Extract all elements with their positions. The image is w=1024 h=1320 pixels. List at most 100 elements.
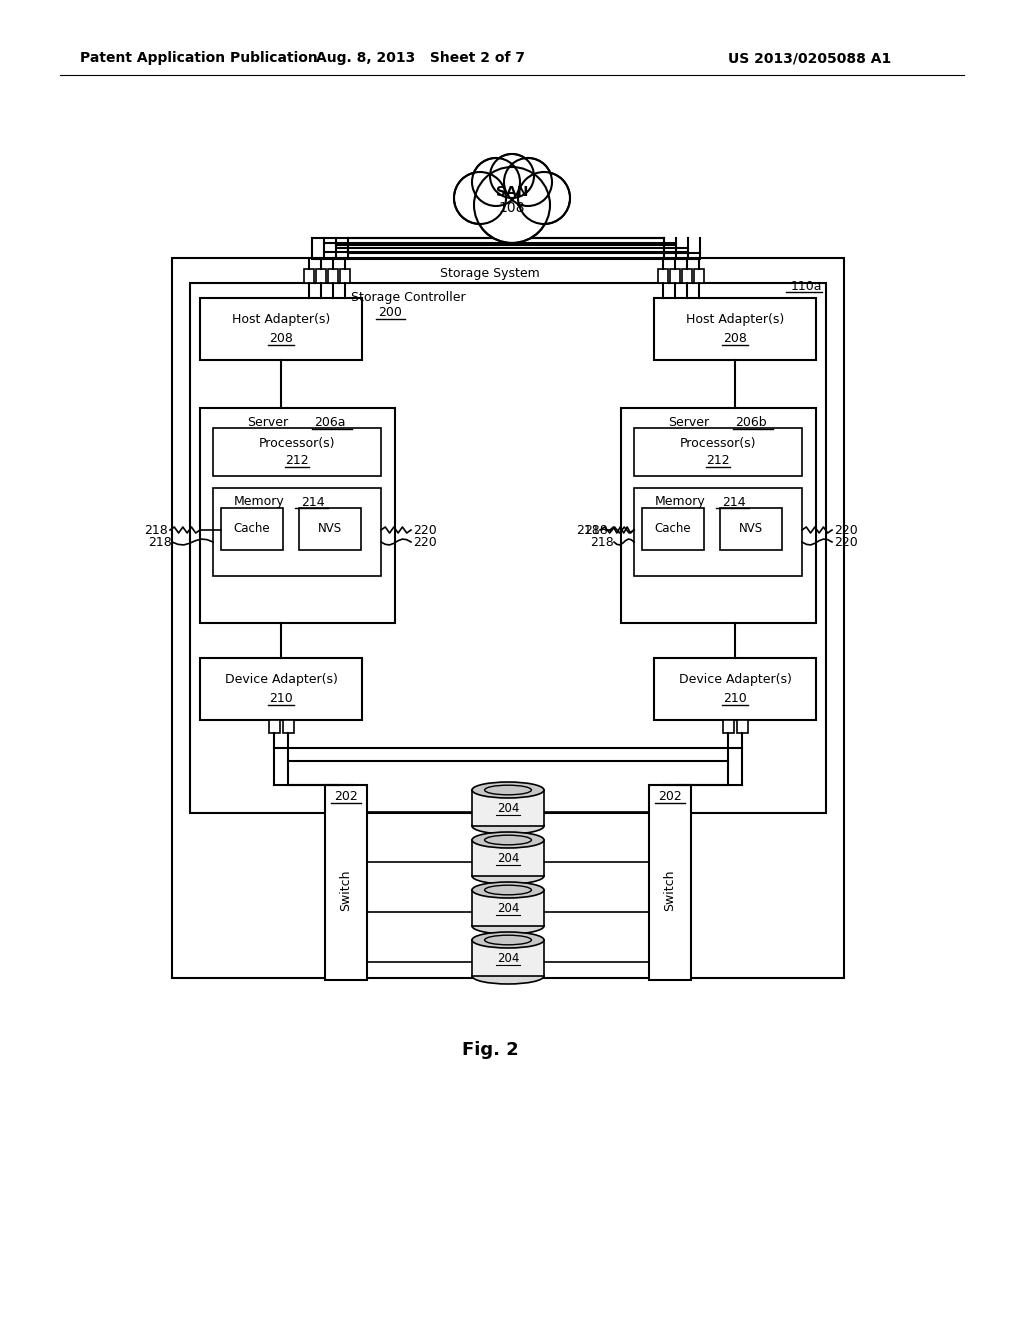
Text: 212: 212 [707, 454, 730, 467]
Text: 212: 212 [286, 454, 309, 467]
Text: Server: Server [669, 417, 710, 429]
Text: Switch: Switch [664, 870, 677, 911]
Ellipse shape [472, 932, 544, 948]
Text: 210: 210 [723, 692, 746, 705]
FancyBboxPatch shape [283, 719, 294, 733]
FancyBboxPatch shape [649, 785, 691, 979]
Text: 220: 220 [834, 524, 858, 536]
Text: 208: 208 [723, 331, 746, 345]
FancyBboxPatch shape [304, 269, 314, 282]
Text: 206b: 206b [735, 417, 767, 429]
FancyBboxPatch shape [472, 940, 544, 975]
FancyBboxPatch shape [200, 298, 362, 360]
FancyBboxPatch shape [723, 719, 734, 733]
Text: 108: 108 [499, 201, 525, 215]
Text: 218: 218 [144, 524, 168, 536]
Text: Host Adapter(s): Host Adapter(s) [231, 314, 330, 326]
Text: 218: 218 [148, 536, 172, 549]
Text: Cache: Cache [654, 523, 691, 536]
Ellipse shape [472, 818, 544, 834]
Text: 220: 220 [834, 536, 858, 549]
FancyBboxPatch shape [325, 785, 367, 979]
Ellipse shape [472, 968, 544, 983]
Text: Storage System: Storage System [440, 267, 540, 280]
FancyBboxPatch shape [200, 408, 395, 623]
FancyBboxPatch shape [682, 269, 692, 282]
FancyBboxPatch shape [213, 428, 381, 477]
Text: 210: 210 [269, 692, 293, 705]
Text: US 2013/0205088 A1: US 2013/0205088 A1 [728, 51, 892, 65]
Text: NVS: NVS [317, 523, 342, 536]
FancyBboxPatch shape [658, 269, 668, 282]
FancyBboxPatch shape [621, 408, 816, 623]
Text: Memory: Memory [654, 495, 706, 508]
FancyBboxPatch shape [694, 269, 705, 282]
FancyBboxPatch shape [654, 657, 816, 719]
Text: 220: 220 [413, 536, 437, 549]
FancyBboxPatch shape [221, 508, 283, 550]
Circle shape [472, 158, 520, 206]
Text: 218: 218 [585, 524, 608, 536]
FancyBboxPatch shape [213, 488, 381, 576]
FancyBboxPatch shape [670, 269, 680, 282]
Text: 214: 214 [722, 495, 745, 508]
Circle shape [518, 172, 570, 224]
FancyBboxPatch shape [172, 257, 844, 978]
Ellipse shape [472, 832, 544, 847]
FancyBboxPatch shape [472, 890, 544, 927]
FancyBboxPatch shape [299, 508, 361, 550]
Circle shape [474, 168, 550, 243]
Text: SAN: SAN [496, 185, 528, 199]
Text: Memory: Memory [233, 495, 285, 508]
FancyBboxPatch shape [654, 298, 816, 360]
Text: Switch: Switch [340, 870, 352, 911]
FancyBboxPatch shape [190, 282, 826, 813]
FancyBboxPatch shape [316, 269, 326, 282]
Circle shape [519, 173, 568, 223]
Text: 220: 220 [413, 524, 437, 536]
FancyBboxPatch shape [634, 428, 802, 477]
Ellipse shape [472, 781, 544, 799]
Circle shape [456, 173, 505, 223]
Text: 204: 204 [497, 902, 519, 915]
Text: Processor(s): Processor(s) [680, 437, 757, 450]
Text: 214: 214 [301, 495, 325, 508]
Text: 208: 208 [269, 331, 293, 345]
Text: Device Adapter(s): Device Adapter(s) [224, 673, 338, 686]
Text: Processor(s): Processor(s) [259, 437, 335, 450]
Text: 218: 218 [590, 536, 614, 549]
Text: NVS: NVS [739, 523, 763, 536]
Circle shape [504, 158, 552, 206]
Text: 204: 204 [497, 801, 519, 814]
FancyBboxPatch shape [472, 840, 544, 876]
Text: 206a: 206a [314, 417, 346, 429]
Ellipse shape [472, 917, 544, 935]
Text: Aug. 8, 2013   Sheet 2 of 7: Aug. 8, 2013 Sheet 2 of 7 [315, 51, 524, 65]
Text: Server: Server [248, 417, 289, 429]
Circle shape [476, 169, 548, 242]
Circle shape [492, 154, 532, 197]
FancyBboxPatch shape [269, 719, 280, 733]
Ellipse shape [472, 882, 544, 898]
FancyBboxPatch shape [642, 508, 705, 550]
FancyBboxPatch shape [340, 269, 350, 282]
Circle shape [505, 160, 551, 205]
Circle shape [490, 154, 534, 198]
Text: Storage Controller: Storage Controller [350, 292, 465, 305]
Text: 200: 200 [378, 306, 402, 319]
FancyBboxPatch shape [328, 269, 338, 282]
FancyBboxPatch shape [720, 508, 782, 550]
Text: 218: 218 [577, 524, 600, 536]
Text: Host Adapter(s): Host Adapter(s) [686, 314, 784, 326]
Text: Cache: Cache [233, 523, 270, 536]
Circle shape [473, 160, 519, 205]
Circle shape [454, 172, 506, 224]
Ellipse shape [472, 869, 544, 884]
FancyBboxPatch shape [200, 657, 362, 719]
Text: 204: 204 [497, 952, 519, 965]
Text: 204: 204 [497, 851, 519, 865]
Text: 110a: 110a [791, 280, 822, 293]
Text: Device Adapter(s): Device Adapter(s) [679, 673, 792, 686]
Text: 202: 202 [334, 791, 357, 804]
FancyBboxPatch shape [634, 488, 802, 576]
